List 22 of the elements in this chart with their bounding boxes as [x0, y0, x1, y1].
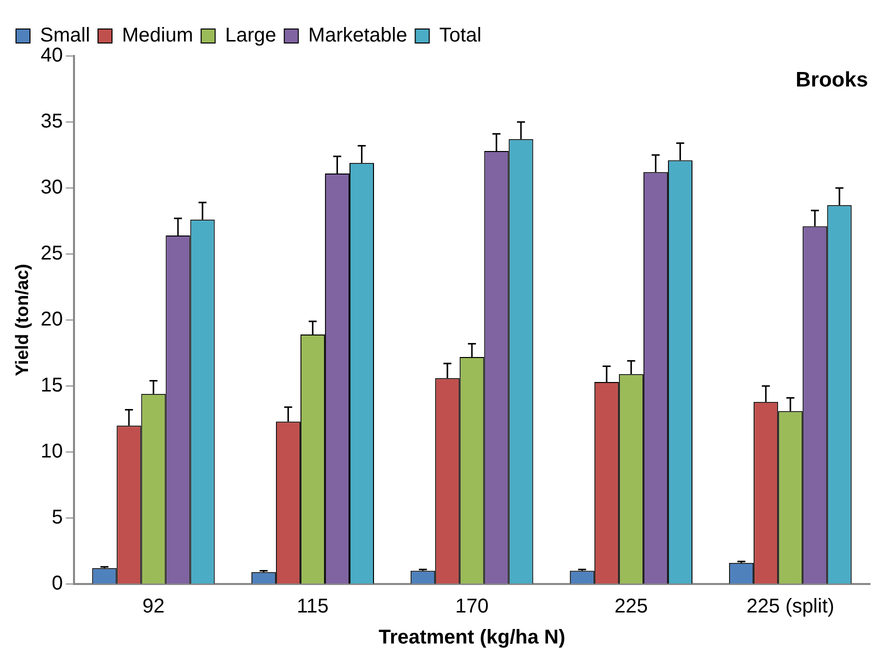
x-tick-label: 115 — [296, 596, 329, 618]
legend-label: Marketable — [308, 24, 408, 47]
y-tick-label: 10 — [40, 440, 63, 463]
x-tick-label: 225 (split) — [746, 596, 834, 618]
y-tick-label: 5 — [52, 506, 63, 529]
x-tick-label: 225 — [614, 596, 648, 618]
y-tick-label: 25 — [40, 242, 63, 265]
y-axis-title: Yield (ton/ac) — [12, 264, 32, 376]
y-tick-label: 35 — [40, 110, 63, 133]
legend-label: Total — [439, 24, 482, 47]
legend-label: Small — [40, 24, 90, 47]
y-tick-label: 30 — [40, 176, 63, 199]
x-axis-title: Treatment (kg/ha N) — [378, 626, 566, 649]
y-tick-label: 15 — [40, 374, 63, 397]
legend-label: Medium — [122, 24, 194, 47]
legend-label: Large — [225, 24, 276, 47]
x-tick-label: 92 — [142, 596, 165, 618]
y-tick-label: 0 — [52, 572, 63, 595]
y-tick-label: 20 — [40, 308, 63, 331]
annotation: Brooks — [796, 68, 868, 92]
x-tick-label: 170 — [455, 596, 489, 618]
y-tick-label: 40 — [40, 44, 63, 67]
